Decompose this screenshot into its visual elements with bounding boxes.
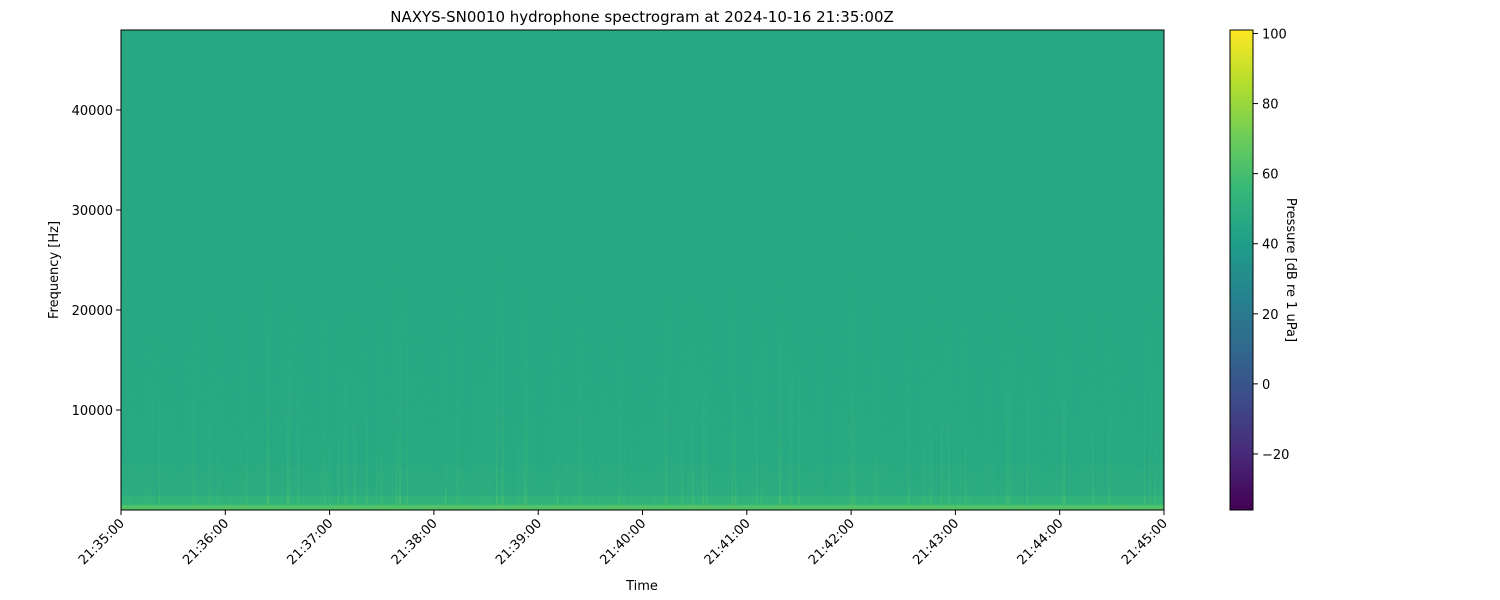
x-tick-label: 21:43:00	[910, 516, 962, 568]
x-tick-label: 21:40:00	[597, 516, 649, 568]
colorbar-tick-label: 80	[1262, 98, 1279, 113]
x-tick-label: 21:41:00	[702, 516, 754, 568]
y-tick-label: 30000	[72, 204, 113, 219]
x-tick-label: 21:35:00	[76, 516, 128, 568]
x-tick-label: 21:38:00	[389, 516, 441, 568]
x-axis-label: Time	[625, 579, 658, 594]
colorbar-tick-label: 0	[1262, 378, 1270, 393]
x-tick-label: 21:39:00	[493, 516, 545, 568]
x-tick-label: 21:36:00	[180, 516, 232, 568]
spectrogram-image	[121, 30, 1164, 510]
y-tick-label: 40000	[72, 104, 113, 119]
colorbar-tick-label: 20	[1262, 308, 1279, 323]
x-tick-label: 21:44:00	[1015, 516, 1067, 568]
colorbar-label: Pressure [dB re 1 uPa]	[1283, 198, 1298, 342]
y-tick-label: 20000	[72, 304, 113, 319]
colorbar-tick-label: −20	[1262, 448, 1289, 463]
x-tick-label: 21:37:00	[285, 516, 337, 568]
x-tick-label: 21:45:00	[1119, 516, 1171, 568]
y-tick-label: 10000	[72, 404, 113, 419]
chart-title: NAXYS-SN0010 hydrophone spectrogram at 2…	[390, 8, 894, 26]
colorbar-tick-label: 100	[1262, 28, 1287, 43]
x-tick-label: 21:42:00	[806, 516, 858, 568]
y-axis-label: Frequency [Hz]	[47, 221, 62, 319]
colorbar-gradient	[1230, 30, 1253, 510]
colorbar-tick-label: 40	[1262, 238, 1279, 253]
plot-frame	[120, 29, 1165, 511]
colorbar-frame	[1229, 29, 1254, 511]
colorbar-tick-label: 60	[1262, 168, 1279, 183]
